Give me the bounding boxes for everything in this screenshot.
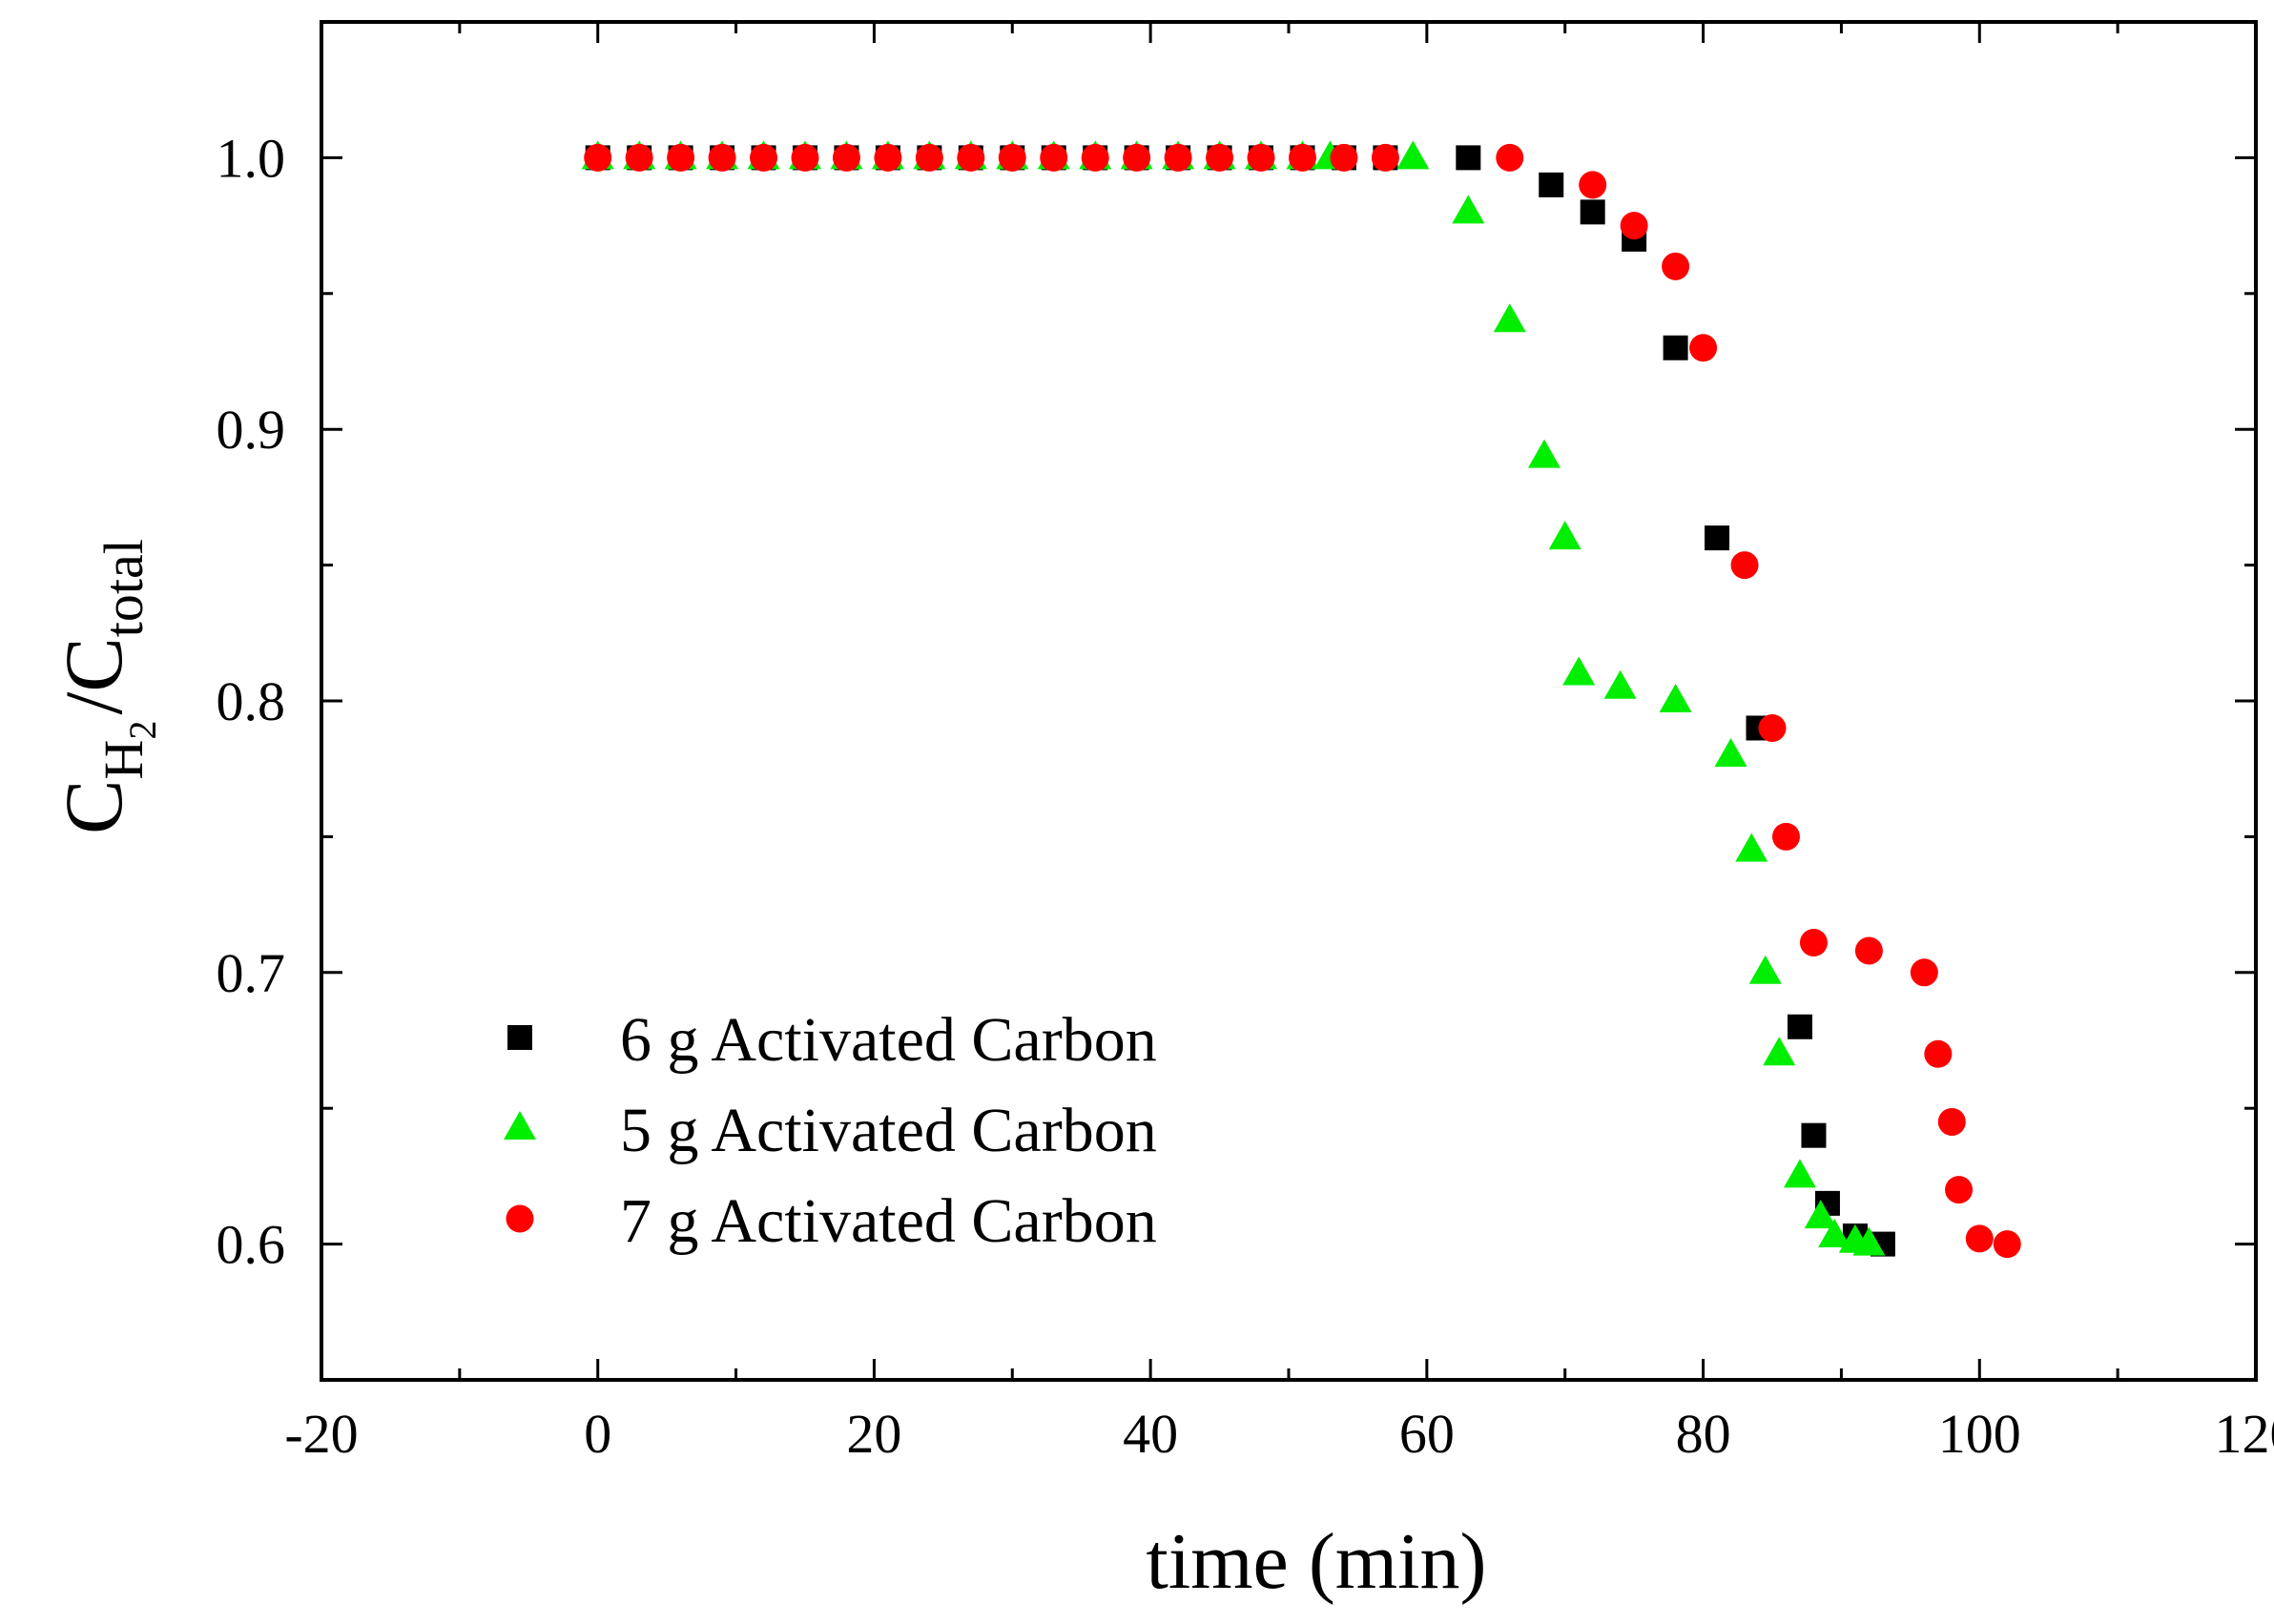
y-title-slash: / bbox=[48, 692, 139, 715]
legend-label: 5 g Activated Carbon bbox=[620, 1096, 1157, 1165]
legend-item: 7 g Activated Carbon bbox=[506, 1186, 1157, 1256]
data-point bbox=[1938, 1108, 1966, 1136]
data-point bbox=[1165, 144, 1192, 172]
data-point bbox=[1763, 1037, 1795, 1065]
data-point bbox=[1660, 684, 1692, 712]
data-point bbox=[1396, 140, 1429, 169]
x-tick-label: 60 bbox=[1399, 1403, 1455, 1465]
legend-item: 6 g Activated Carbon bbox=[507, 1005, 1157, 1075]
legend-label: 7 g Activated Carbon bbox=[620, 1186, 1157, 1256]
data-point bbox=[626, 144, 653, 172]
data-point bbox=[1496, 144, 1523, 172]
x-tick-label: 20 bbox=[846, 1403, 901, 1465]
y-tick-label: 1.0 bbox=[217, 127, 286, 189]
data-point bbox=[1749, 956, 1782, 984]
data-point bbox=[1759, 714, 1787, 742]
data-point bbox=[1689, 334, 1717, 361]
data-point bbox=[1855, 937, 1883, 965]
y-tick-label: 0.8 bbox=[217, 670, 286, 732]
data-point bbox=[1800, 929, 1828, 956]
data-point bbox=[1040, 144, 1067, 172]
series-6-g-activated-carbon bbox=[586, 145, 1895, 1256]
data-point bbox=[1494, 303, 1526, 332]
data-point bbox=[833, 144, 860, 172]
data-point bbox=[1664, 336, 1688, 360]
data-point bbox=[1604, 670, 1637, 699]
data-point bbox=[1549, 521, 1581, 549]
data-point bbox=[750, 144, 777, 172]
data-point bbox=[1731, 551, 1759, 579]
y-tick-label: 0.6 bbox=[217, 1214, 286, 1276]
data-point bbox=[1966, 1224, 1994, 1252]
data-point bbox=[792, 144, 819, 172]
y-title-sub2: total bbox=[93, 539, 155, 637]
data-point bbox=[584, 144, 611, 172]
data-point bbox=[1206, 144, 1233, 172]
x-tick-label: 80 bbox=[1676, 1403, 1731, 1465]
x-axis-title: time (min) bbox=[1147, 1517, 1487, 1606]
axis-ticks: -20 0 20 40 60 80 100 120 0.6 0.7 0.8 0.9 1.0 bbox=[217, 22, 2274, 1465]
x-tick-label: -20 bbox=[284, 1403, 358, 1465]
data-point bbox=[1735, 833, 1768, 862]
data-point bbox=[1372, 144, 1399, 172]
x-tick-label: 120 bbox=[2215, 1403, 2274, 1465]
data-point bbox=[1123, 144, 1150, 172]
data-point bbox=[1248, 144, 1275, 172]
data-point bbox=[1452, 195, 1484, 223]
data-point bbox=[1621, 212, 1648, 239]
data-point bbox=[709, 144, 736, 172]
legend-marker bbox=[506, 1205, 534, 1233]
data-point bbox=[1924, 1040, 1952, 1068]
data-markers bbox=[582, 140, 2021, 1258]
y-title-subsub1: 2 bbox=[121, 721, 164, 740]
data-point bbox=[1911, 958, 1938, 986]
data-point bbox=[1456, 145, 1480, 170]
plot-frame bbox=[321, 22, 2256, 1380]
y-title-c2: C bbox=[48, 637, 139, 691]
data-point bbox=[1289, 144, 1316, 172]
data-point bbox=[1662, 253, 1689, 280]
legend-item: 5 g Activated Carbon bbox=[504, 1096, 1157, 1165]
legend-marker bbox=[504, 1111, 536, 1140]
legend-label: 6 g Activated Carbon bbox=[620, 1005, 1157, 1075]
data-point bbox=[1082, 144, 1109, 172]
data-point bbox=[1994, 1230, 2021, 1258]
series-7-g-activated-carbon bbox=[584, 144, 2021, 1258]
legend: 6 g Activated Carbon 5 g Activated Carbon… bbox=[504, 1005, 1157, 1256]
data-point bbox=[1945, 1176, 1973, 1203]
data-point bbox=[1801, 1123, 1826, 1148]
data-point bbox=[1579, 171, 1606, 198]
x-tick-label: 40 bbox=[1123, 1403, 1178, 1465]
data-point bbox=[1562, 657, 1595, 686]
data-point bbox=[1784, 1159, 1816, 1187]
data-point bbox=[1788, 1015, 1812, 1039]
data-point bbox=[1528, 440, 1561, 468]
y-tick-label: 0.9 bbox=[217, 399, 286, 461]
series-5-g-activated-carbon bbox=[582, 140, 1886, 1255]
data-point bbox=[1581, 199, 1605, 224]
x-tick-label: 100 bbox=[1938, 1403, 2021, 1465]
data-point bbox=[1539, 173, 1563, 197]
y-title-sub1: H bbox=[93, 740, 155, 780]
data-point bbox=[999, 144, 1026, 172]
data-point bbox=[916, 144, 943, 172]
data-point bbox=[667, 144, 694, 172]
data-point bbox=[957, 144, 984, 172]
svg-text:CH2/Ctotal: CH2/Ctotal bbox=[48, 539, 164, 834]
legend-marker bbox=[507, 1025, 532, 1050]
y-axis-title: CH2/Ctotal bbox=[48, 539, 164, 834]
data-point bbox=[1705, 525, 1729, 550]
data-point bbox=[1330, 144, 1357, 172]
data-point bbox=[1715, 738, 1747, 767]
x-tick-label: 0 bbox=[584, 1403, 611, 1465]
y-title-c1: C bbox=[48, 779, 139, 833]
data-point bbox=[1772, 823, 1800, 851]
y-tick-label: 0.7 bbox=[217, 942, 286, 1004]
plot-area bbox=[321, 22, 2256, 1380]
data-point bbox=[874, 144, 901, 172]
